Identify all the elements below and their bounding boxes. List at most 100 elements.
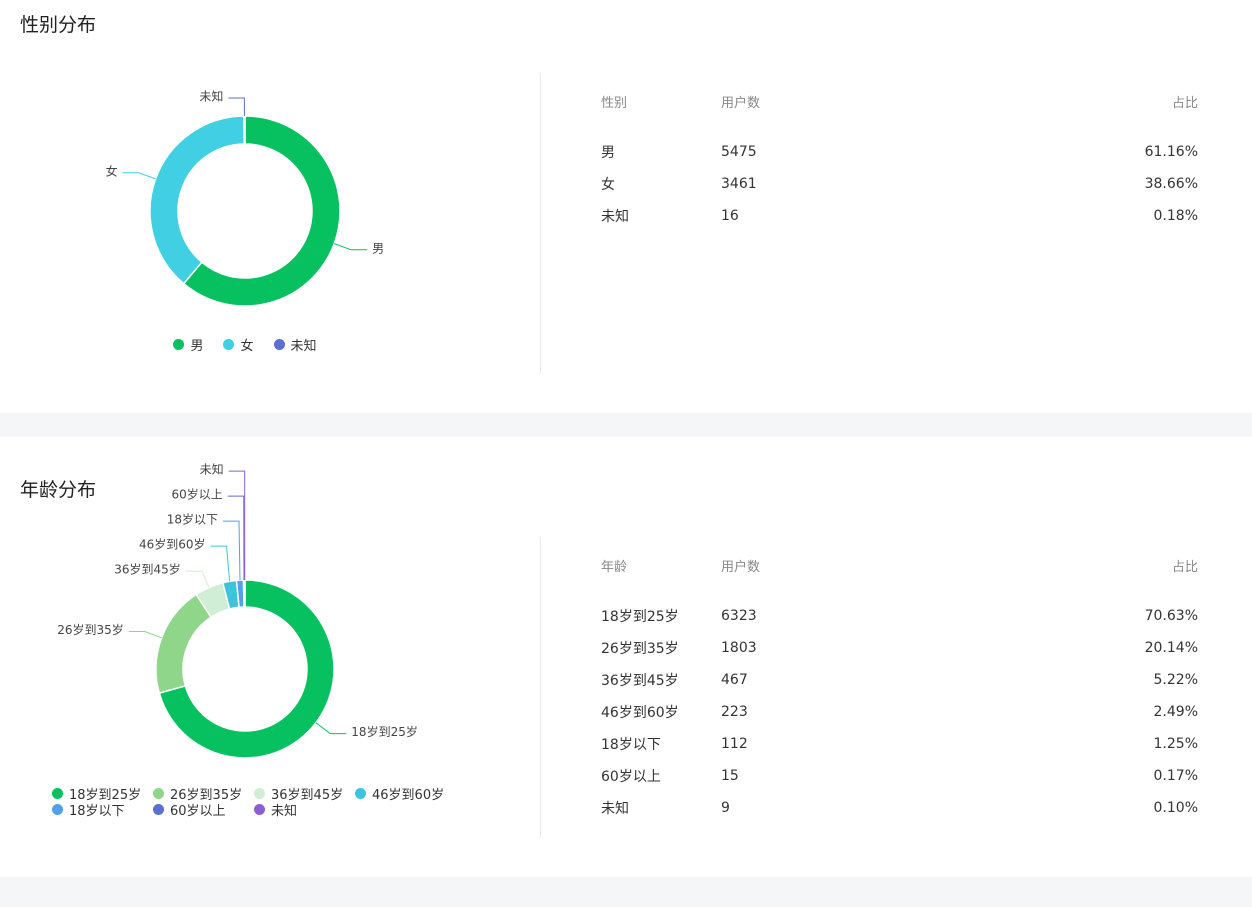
slice-label: 18岁以下: [167, 512, 218, 527]
legend-dot: [153, 787, 164, 799]
separator: [0, 413, 1252, 437]
slice-label: 36岁到45岁: [114, 562, 181, 577]
section-title: 性别分布: [20, 14, 97, 36]
age-section: 年龄分布 18岁到25岁 26岁到35岁 36岁到45岁 46岁到60岁 18岁以下 60…: [0, 437, 1252, 877]
table-header: 年龄 用户数 占比: [601, 556, 1198, 600]
legend-dot: [273, 338, 285, 350]
label-line: [228, 97, 245, 117]
slice-label: 未知: [200, 463, 224, 477]
legend-item: 未知: [273, 336, 317, 354]
label-line: [122, 172, 156, 180]
table-row: 26岁到35岁 1803 20.14%: [601, 632, 1198, 664]
legend-item: 女: [223, 336, 254, 354]
table-cell: 女: [601, 177, 615, 193]
table-cell: 112: [721, 736, 748, 752]
table-cell: 18岁以下: [601, 737, 661, 753]
label-line: [185, 570, 210, 588]
legend-item: 60岁以上: [153, 801, 254, 819]
table-row: 未知 16 0.18%: [601, 200, 1198, 232]
divider: [540, 73, 541, 374]
table-row: 男 5475 61.16%: [601, 136, 1198, 168]
separator: [0, 877, 1252, 907]
table-cell: 0.10%: [1153, 800, 1198, 816]
legend-item: 男: [173, 336, 204, 354]
table-cell: 5.22%: [1153, 672, 1198, 688]
table-cell: 26岁到35岁: [601, 641, 679, 657]
slice-label: 18岁到25岁: [351, 724, 418, 739]
divider: [540, 537, 541, 838]
legend-dot: [254, 787, 265, 799]
table-header: 性别 用户数 占比: [601, 92, 1198, 136]
slice-label: 26岁到35岁: [57, 622, 124, 637]
label-line: [315, 722, 347, 735]
legend-item: 18岁以下: [52, 801, 153, 819]
label-line: [227, 495, 245, 581]
legend-label: 26岁到35岁: [170, 787, 243, 803]
table-cell: 1803: [721, 640, 757, 656]
table-cell: 6323: [721, 608, 757, 624]
slice-label: 未知: [199, 90, 223, 104]
table-cell: 未知: [601, 209, 629, 225]
header-cell: 性别: [601, 96, 628, 111]
slice-label: 60岁以上: [171, 487, 222, 502]
table-cell: 467: [721, 672, 748, 688]
legend-label: 36岁到45岁: [271, 787, 344, 803]
table-cell: 1.25%: [1153, 736, 1198, 752]
slice-label: 女: [106, 163, 118, 178]
table-cell: 5475: [721, 144, 757, 160]
table-cell: 60岁以上: [601, 769, 661, 785]
table-row: 60岁以上 15 0.17%: [601, 760, 1198, 792]
table-row: 18岁到25岁 6323 70.63%: [601, 600, 1198, 632]
table-cell: 2.49%: [1153, 704, 1198, 720]
table-cell: 36岁到45岁: [601, 673, 679, 689]
table-cell: 223: [721, 704, 748, 720]
legend-dot: [173, 338, 185, 350]
table-cell: 46岁到60岁: [601, 705, 679, 721]
gender-section: 性别分布 男女未知男女未知 性别 用户数 占比男 5475 61.16% 女 3461 38.6…: [0, 0, 1252, 413]
table-cell: 15: [721, 768, 739, 784]
pie-slice: [155, 593, 213, 695]
header-cell: 年龄: [601, 560, 628, 575]
table-cell: 18岁到25岁: [601, 609, 679, 625]
label-line: [128, 630, 162, 639]
header-cell: 占比: [1171, 96, 1198, 111]
legend-label: 女: [240, 338, 254, 354]
legend-item: 18岁到25岁: [52, 785, 153, 803]
pie-slice: [149, 115, 246, 285]
table-cell: 0.18%: [1153, 208, 1198, 224]
table-cell: 16: [721, 208, 739, 224]
pie-slice: [243, 115, 246, 145]
legend-label: 46岁到60岁: [372, 787, 445, 803]
table-cell: 38.66%: [1144, 176, 1198, 192]
legend-dot: [223, 338, 235, 350]
legend-dot: [52, 787, 63, 799]
slice-label: 男: [372, 241, 384, 255]
table-cell: 0.17%: [1153, 768, 1198, 784]
legend: 男 女 未知: [140, 336, 350, 354]
legend-dot: [355, 787, 366, 799]
label-line: [210, 545, 231, 582]
table-cell: 男: [601, 145, 615, 161]
table-row: 46岁到60岁 223 2.49%: [601, 696, 1198, 728]
legend-label: 未知: [290, 338, 317, 354]
table-cell: 20.14%: [1144, 640, 1198, 656]
donut-chart: 男 女 未知: [106, 90, 384, 307]
legend-dot: [153, 803, 164, 815]
label-line: [334, 243, 368, 251]
legend-label: 18岁到25岁: [69, 787, 142, 803]
pie-slice: [243, 579, 246, 608]
legend-item: 36岁到45岁: [254, 785, 355, 803]
legend-label: 男: [190, 338, 204, 354]
donut-chart: 18岁到25岁 26岁到35岁 36岁到45岁 46岁到60岁 18岁以下 60岁以上 未知: [57, 463, 418, 759]
legend-dot: [52, 803, 63, 815]
table-cell: 3461: [721, 176, 757, 192]
data-table: 年龄 用户数 占比 18岁到25岁 6323 70.63% 26岁到35岁 1803 20.14…: [601, 556, 1198, 824]
legend-dot: [254, 803, 265, 815]
table-cell: 9: [721, 800, 730, 816]
legend-item: 46岁到60岁: [355, 785, 456, 803]
legend-item: 未知: [254, 801, 355, 819]
label-line: [228, 470, 246, 581]
table-cell: 61.16%: [1144, 144, 1198, 160]
table-row: 36岁到45岁 467 5.22%: [601, 664, 1198, 696]
